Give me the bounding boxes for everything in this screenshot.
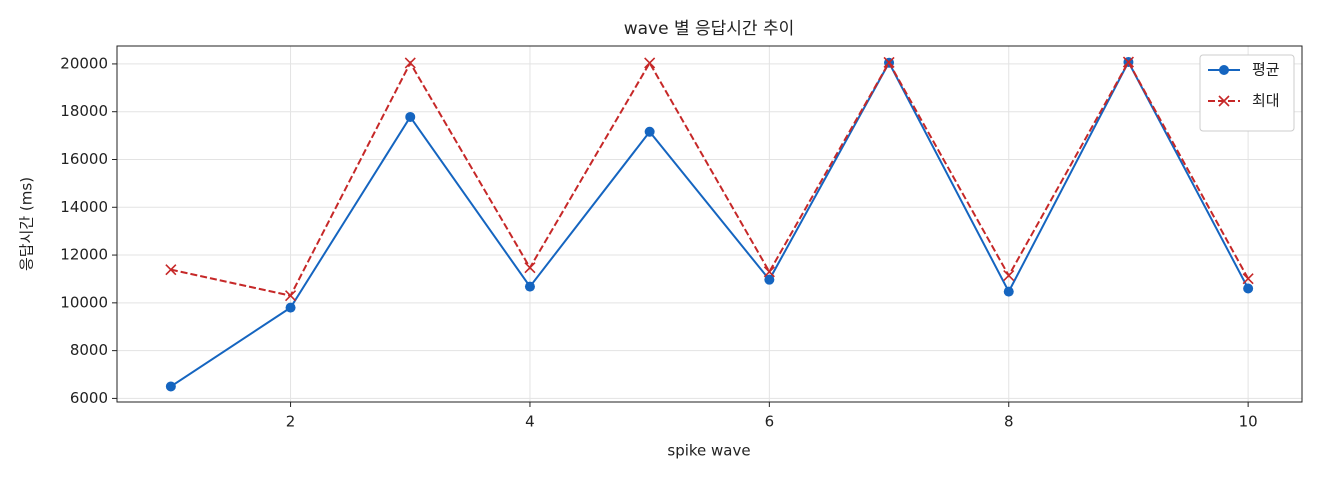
y-axis-label: 응답시간 (ms) xyxy=(18,177,36,271)
y-tick-label: 10000 xyxy=(60,293,108,311)
x-axis-label: spike wave xyxy=(667,442,750,460)
point xyxy=(165,264,177,276)
point xyxy=(524,281,535,292)
y-tick-label: 6000 xyxy=(70,389,108,407)
legend-box xyxy=(1199,54,1295,132)
y-tick-label: 18000 xyxy=(60,102,108,120)
point xyxy=(1122,56,1135,68)
point xyxy=(1003,286,1014,297)
legend-label: 평균 xyxy=(1252,61,1280,79)
point xyxy=(883,56,895,69)
legend-marker xyxy=(1218,95,1230,107)
point xyxy=(165,381,176,392)
x-tick-label: 6 xyxy=(765,413,775,431)
point xyxy=(404,57,416,69)
legend-label: 최대 xyxy=(1252,92,1280,110)
point xyxy=(763,266,775,278)
x-tick-label: 2 xyxy=(286,413,296,431)
point xyxy=(1003,270,1015,282)
point xyxy=(1243,283,1254,294)
point xyxy=(644,57,656,69)
legend-marker xyxy=(1219,65,1229,75)
point xyxy=(405,111,416,122)
x-tick-label: 8 xyxy=(1004,413,1014,431)
y-tick-label: 12000 xyxy=(60,246,108,264)
point xyxy=(644,126,655,137)
point xyxy=(284,290,297,302)
x-tick-label: 4 xyxy=(525,413,535,431)
series-line xyxy=(170,59,1250,388)
point xyxy=(285,302,296,313)
plot-frame xyxy=(116,45,1303,403)
series-line xyxy=(170,59,1250,297)
y-tick-label: 16000 xyxy=(60,150,108,168)
point xyxy=(524,262,536,274)
point xyxy=(764,274,775,285)
y-tick-label: 20000 xyxy=(60,54,108,72)
x-tick-label: 10 xyxy=(1239,413,1258,431)
point xyxy=(1242,273,1254,285)
y-tick-label: 8000 xyxy=(70,341,108,359)
chart-title: wave 별 응답시간 추이 xyxy=(624,19,795,39)
y-tick-label: 14000 xyxy=(60,198,108,216)
